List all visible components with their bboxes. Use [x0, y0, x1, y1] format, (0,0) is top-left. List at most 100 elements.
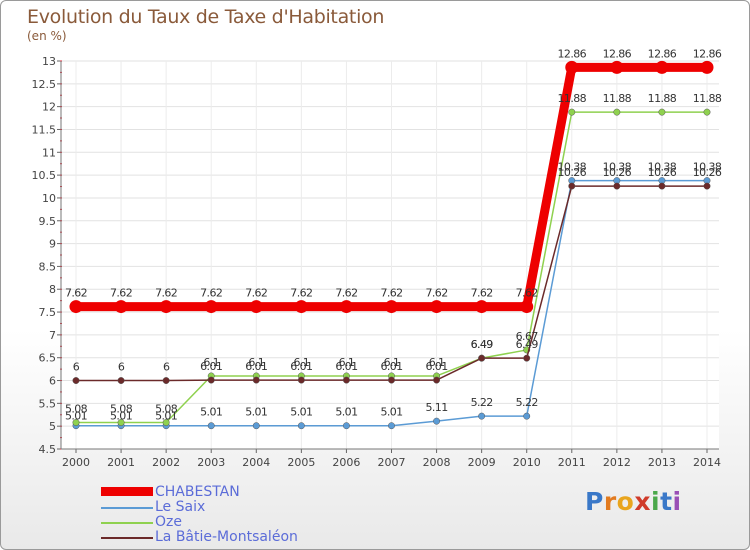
data-point [613, 108, 621, 116]
y-tick-label: 11.5 [32, 123, 57, 136]
data-point [613, 182, 621, 190]
y-tick-label: 6 [49, 375, 56, 388]
data-point [297, 422, 305, 430]
x-tick-label: 2009 [468, 456, 496, 469]
data-label: 6.67 [516, 330, 539, 343]
data-point [478, 412, 486, 420]
logo-letter: x [634, 487, 651, 516]
y-tick-label: 5.5 [39, 397, 57, 410]
data-label: 11.88 [603, 92, 632, 105]
y-tick-label: 8.5 [39, 260, 57, 273]
y-axis-unit: (en %) [27, 29, 67, 43]
data-point [520, 300, 534, 314]
data-label: 6.1 [384, 356, 400, 369]
data-point [703, 108, 711, 116]
data-label: 7.62 [110, 287, 132, 300]
y-tick-label: 12 [42, 101, 56, 114]
data-point [159, 300, 173, 314]
data-label: 12.86 [558, 47, 587, 60]
series-lines [69, 60, 714, 430]
x-tick-label: 2007 [378, 456, 406, 469]
data-point [433, 376, 441, 384]
data-label: 7.62 [380, 287, 402, 300]
data-label: 6.1 [294, 356, 310, 369]
data-label: 10.38 [603, 161, 632, 174]
y-tick-label: 7.5 [39, 306, 57, 319]
data-label: 6.01 [245, 360, 267, 373]
chart-title: Evolution du Taux de Taxe d'Habitation [27, 6, 385, 28]
data-label: 5.01 [65, 410, 87, 423]
data-point [252, 376, 260, 384]
y-tick-label: 10.5 [32, 169, 57, 182]
data-point [610, 60, 624, 74]
data-label: 5.01 [200, 406, 222, 419]
x-tick-label: 2001 [107, 456, 135, 469]
data-label: 6.1 [248, 356, 264, 369]
data-label: 6.49 [471, 338, 494, 351]
x-tick-label: 2008 [423, 456, 451, 469]
x-tick-label: 2012 [603, 456, 631, 469]
legend-label: La Bâtie-Montsaléon [155, 529, 298, 545]
y-tick-label: 6.5 [39, 352, 57, 365]
data-point [565, 60, 579, 74]
data-label: 12.86 [603, 47, 632, 60]
data-label: 5.08 [110, 403, 133, 416]
data-point [249, 300, 263, 314]
legend-label: Oze [155, 514, 182, 530]
data-label: 6.49 [516, 338, 539, 351]
legend-swatch [101, 522, 153, 524]
legend-label: CHABESTAN [155, 484, 240, 500]
data-label: 5.01 [290, 406, 312, 419]
logo-letter: o [616, 487, 635, 516]
x-tick-label: 2010 [513, 456, 541, 469]
data-point [207, 422, 215, 430]
data-point [339, 300, 353, 314]
legend-label: Le Saix [155, 499, 206, 515]
data-label: 6.1 [339, 356, 355, 369]
data-label: 11.88 [558, 92, 587, 105]
legend-swatch [101, 507, 153, 509]
data-label: 5.01 [155, 410, 177, 423]
data-point [658, 182, 666, 190]
data-point [162, 419, 170, 426]
data-label: 12.86 [693, 47, 722, 60]
x-tick-label: 2014 [693, 456, 721, 469]
axes: 4.5 5 5.5 6 6.5 7 7.5 8 8.5 9 9.5 10 10.5 11 11.5 12 12.… [32, 55, 722, 469]
data-point [703, 182, 711, 190]
legend-swatch [101, 537, 153, 539]
data-label: 7.62 [290, 287, 312, 300]
data-point [294, 300, 308, 314]
x-tick-label: 2005 [287, 456, 315, 469]
x-tick-label: 2002 [152, 456, 180, 469]
y-tick-label: 9.5 [39, 215, 57, 228]
data-label: 5.01 [110, 410, 132, 423]
data-label: 5.22 [471, 396, 493, 409]
x-tick-label: 2003 [197, 456, 225, 469]
data-point [388, 376, 395, 384]
data-label: 6.1 [429, 356, 445, 369]
data-label: 7.62 [200, 287, 222, 300]
proxiti-logo: Proxiti [585, 487, 682, 516]
x-tick-label: 2000 [62, 456, 90, 469]
data-label: 5.22 [516, 396, 538, 409]
data-label: 7.62 [335, 287, 357, 300]
data-point [385, 300, 398, 314]
data-point [523, 412, 531, 420]
data-label: 6.01 [200, 360, 222, 373]
data-label: 6.01 [335, 360, 357, 373]
data-label: 5.11 [426, 401, 448, 414]
data-label: 6.01 [380, 360, 402, 373]
data-point [523, 354, 531, 362]
logo-letter: i [672, 487, 682, 516]
data-label: 7.62 [155, 287, 177, 300]
data-label: 10.26 [603, 166, 632, 179]
y-tick-label: 11 [42, 146, 56, 159]
data-label: 7.62 [65, 287, 87, 300]
data-label: 5.08 [155, 403, 178, 416]
x-tick-label: 2013 [648, 456, 676, 469]
data-label: 10.26 [648, 166, 677, 179]
data-label: 6 [73, 361, 80, 374]
data-point [162, 377, 170, 384]
data-point [117, 419, 125, 426]
